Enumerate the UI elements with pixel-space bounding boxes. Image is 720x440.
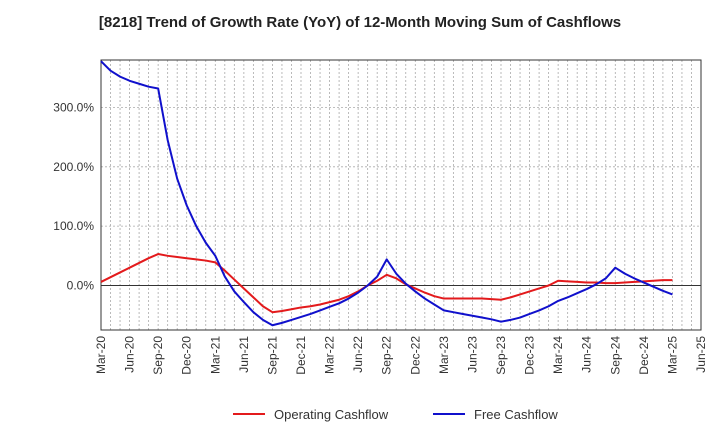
x-tick-label: Jun-22 — [351, 336, 365, 373]
y-tick-label: 300.0% — [53, 100, 94, 114]
y-axis-ticks: 0.0% 100.0% 200.0% 300.0% — [53, 100, 94, 292]
x-tick-label: Mar-21 — [208, 336, 222, 374]
legend: Operating Cashflow Free Cashflow — [233, 407, 558, 422]
x-tick-label: Dec-23 — [523, 336, 537, 375]
series-line-operating-cashflow — [100, 253, 673, 314]
y-tick-label: 0.0% — [67, 278, 95, 292]
x-tick-label: Mar-23 — [437, 336, 451, 374]
x-tick-label: Dec-24 — [637, 336, 651, 375]
legend-label-operating-cashflow: Operating Cashflow — [274, 407, 389, 422]
x-tick-label: Sep-22 — [380, 336, 394, 375]
grid — [101, 60, 701, 330]
legend-label-free-cashflow: Free Cashflow — [474, 407, 558, 422]
x-tick-label: Mar-22 — [323, 336, 337, 374]
x-tick-label: Jun-24 — [580, 336, 594, 373]
y-tick-label: 200.0% — [53, 160, 94, 174]
x-tick-label: Jun-23 — [465, 336, 479, 373]
plot-frame — [100, 59, 702, 331]
x-tick-label: Sep-23 — [494, 336, 508, 375]
x-tick-label: Dec-21 — [294, 336, 308, 375]
x-tick-label: Sep-21 — [265, 336, 279, 375]
x-tick-label: Mar-24 — [551, 336, 565, 374]
x-tick-label: Sep-20 — [151, 336, 165, 375]
x-tick-label: Dec-22 — [408, 336, 422, 375]
series-layer — [100, 60, 673, 327]
x-tick-label: Jun-25 — [694, 336, 708, 373]
x-tick-label: Jun-21 — [237, 336, 251, 373]
y-tick-label: 100.0% — [53, 219, 94, 233]
series-line-free-cashflow — [100, 60, 673, 327]
x-tick-label: Dec-20 — [180, 336, 194, 375]
chart-title: [8218] Trend of Growth Rate (YoY) of 12-… — [98, 14, 622, 31]
x-tick-label: Mar-25 — [665, 336, 679, 374]
x-axis-ticks: Mar-20 Jun-20 Sep-20 Dec-20 Mar-21 Jun-21 Sep-… — [94, 336, 708, 375]
x-tick-label: Mar-20 — [94, 336, 108, 374]
x-tick-label: Jun-20 — [123, 336, 137, 373]
x-tick-label: Sep-24 — [608, 336, 622, 375]
